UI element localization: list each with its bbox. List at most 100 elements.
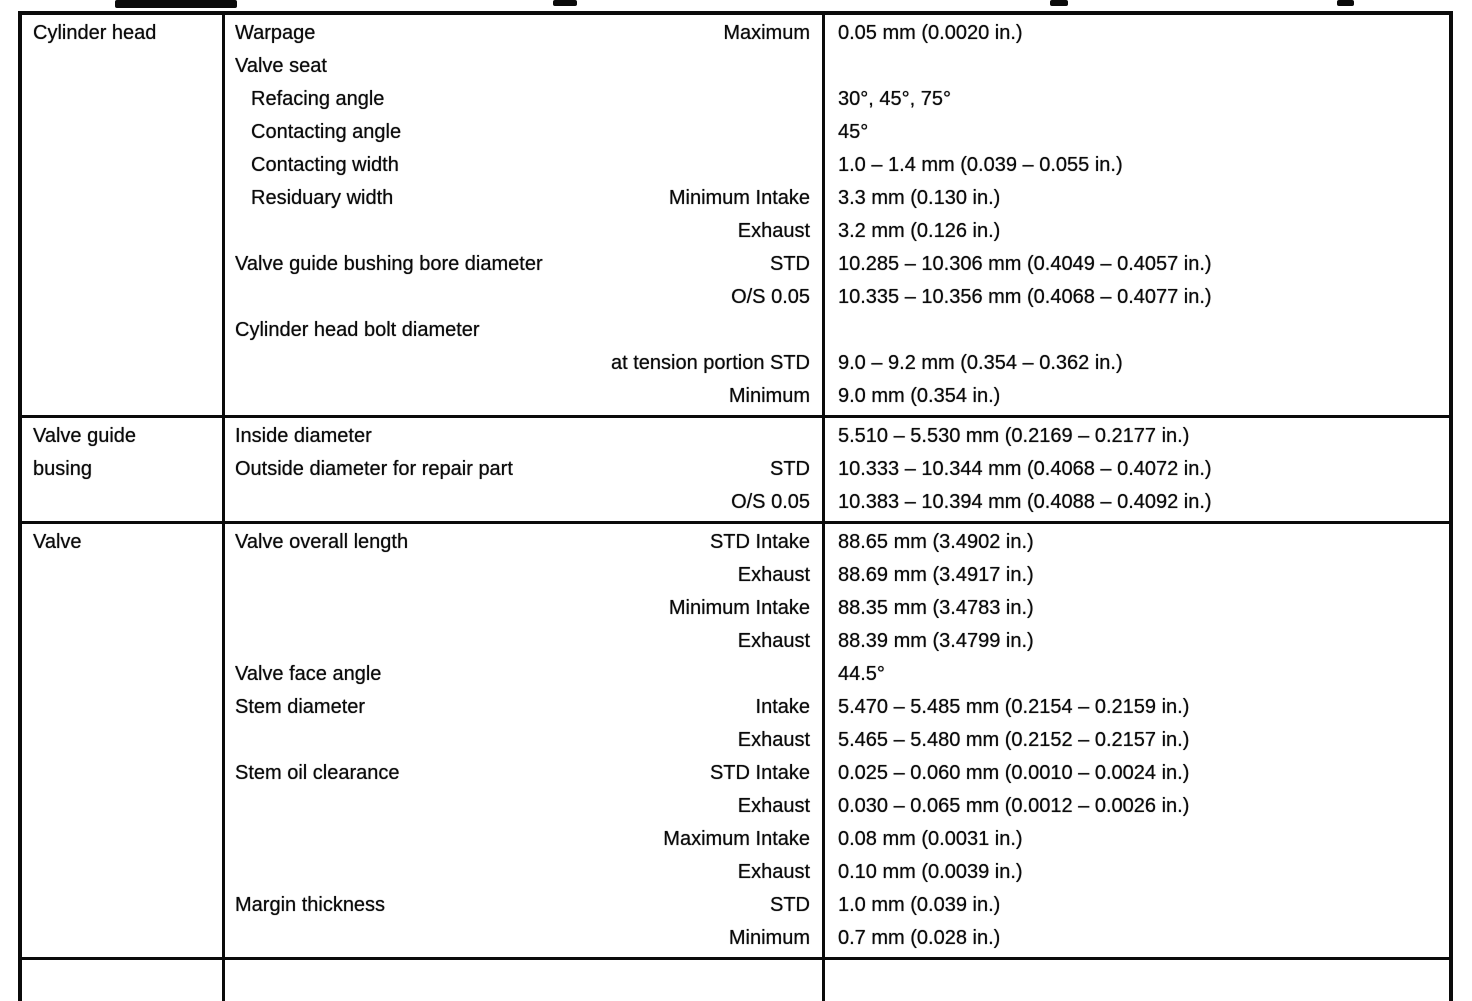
spec-value: 5.470 – 5.485 mm (0.2154 – 0.2159 in.)	[838, 696, 1190, 718]
spec-value: 10.333 – 10.344 mm (0.4068 – 0.4072 in.)	[838, 458, 1212, 480]
spec-section: Cylinder head Warpage Maximum Valve seat Ref…	[22, 15, 1449, 415]
component-label: busing	[33, 458, 92, 480]
spec-qualifier: Exhaust	[737, 630, 810, 652]
scan-artifact	[1337, 0, 1354, 6]
component-label	[33, 962, 222, 995]
item-cell: Warpage Maximum Valve seat Refacing angle Co…	[225, 15, 825, 415]
spec-value: 5.465 – 5.480 mm (0.2152 – 0.2157 in.)	[838, 729, 1190, 751]
spec-value: 0.10 mm (0.0039 in.)	[838, 861, 1023, 883]
spec-value: 9.0 mm (0.354 in.)	[838, 385, 1001, 407]
spec-value: 88.35 mm (3.4783 in.)	[838, 597, 1034, 619]
component-cell: Valve guide busing	[22, 418, 225, 521]
spec-qualifier	[786, 314, 810, 347]
component-cell: Cylinder head	[22, 15, 225, 415]
spec-row: Outside diameter for repair part STD	[235, 453, 810, 486]
spec-row: Maximum Intake	[235, 823, 810, 856]
spec-qualifier	[786, 420, 810, 453]
spec-item-label: Cylinder head bolt diameter	[235, 319, 480, 341]
spec-qualifier: Exhaust	[737, 861, 810, 883]
spec-row: Cylinder head bolt diameter	[235, 314, 810, 347]
spec-value: 44.5°	[838, 663, 885, 685]
spec-item-label: Contacting angle	[251, 121, 402, 143]
spec-qualifier: Minimum Intake	[668, 597, 810, 619]
component-label: Valve guide	[33, 425, 137, 447]
spec-item-label: Warpage	[235, 22, 316, 44]
spec-qualifier: STD Intake	[709, 762, 810, 784]
spec-item-label: Valve seat	[235, 55, 327, 77]
spec-row: Exhaust	[235, 559, 810, 592]
spec-qualifier: Intake	[755, 696, 810, 718]
spec-qualifier: Maximum Intake	[663, 828, 810, 850]
spec-qualifier: Exhaust	[737, 795, 810, 817]
spec-row: Valve face angle	[235, 658, 810, 691]
spec-section: Valve Valve overall length STD Intake Exhau…	[22, 521, 1449, 957]
spec-qualifier: Exhaust	[737, 220, 810, 242]
spec-row: Inside diameter	[235, 420, 810, 453]
value-cell: 0.05 mm (0.0020 in.) 30°, 45°, 75° 45° 1.0 …	[825, 15, 1449, 415]
spec-item-label: Outside diameter for repair part	[235, 458, 513, 480]
spec-row: Exhaust	[235, 215, 810, 248]
spec-qualifier	[786, 116, 810, 149]
spec-item-label: Residuary width	[251, 187, 394, 209]
spec-row: Minimum	[235, 922, 810, 955]
spec-item-label: Refacing angle	[251, 88, 385, 110]
spec-qualifier: Minimum Intake	[668, 187, 810, 209]
spec-qualifier: O/S 0.05	[731, 491, 810, 513]
spec-row: Stem oil clearance STD Intake	[235, 757, 810, 790]
spec-value: 3.3 mm (0.130 in.)	[838, 187, 1001, 209]
spec-value: 3.2 mm (0.126 in.)	[838, 220, 1001, 242]
spec-item-label: Valve guide bushing bore diameter	[235, 253, 543, 275]
spec-qualifier: Exhaust	[737, 729, 810, 751]
spec-row: Valve overall length STD Intake	[235, 526, 810, 559]
spec-row: Valve seat	[235, 50, 810, 83]
spec-row: Refacing angle	[235, 83, 810, 116]
item-cell: Valve overall length STD Intake Exhaust Min…	[225, 524, 825, 957]
item-cell	[225, 960, 825, 1001]
spec-row: O/S 0.05	[235, 486, 810, 519]
spec-qualifier	[786, 83, 810, 116]
spec-qualifier	[786, 50, 810, 83]
spec-row: at tension portion STD	[235, 347, 810, 380]
spec-row: Valve guide bushing bore diameter STD	[235, 248, 810, 281]
component-label: Valve	[33, 531, 82, 553]
spec-value: 0.030 – 0.065 mm (0.0012 – 0.0026 in.)	[838, 795, 1190, 817]
spec-value: 1.0 – 1.4 mm (0.039 – 0.055 in.)	[838, 154, 1123, 176]
spec-row: Minimum Intake	[235, 592, 810, 625]
spec-item-label: Stem oil clearance	[235, 762, 400, 784]
scan-artifact	[115, 0, 237, 8]
spec-qualifier	[786, 658, 810, 691]
spec-qualifier: STD	[770, 458, 810, 480]
spec-table: Cylinder head Warpage Maximum Valve seat Ref…	[18, 11, 1453, 1001]
spec-section	[22, 957, 1449, 1001]
spec-value: 10.285 – 10.306 mm (0.4049 – 0.4057 in.)	[838, 253, 1212, 275]
spec-qualifier: Minimum	[728, 385, 810, 407]
scanned-manual-page: { "page": { "kind": "Engine mechanical s…	[18, 0, 1453, 1001]
spec-value: 0.08 mm (0.0031 in.)	[838, 828, 1023, 850]
component-label: Cylinder head	[33, 22, 157, 44]
spec-section: Valve guide busing Inside diameter Outside …	[22, 415, 1449, 521]
value-cell: 88.65 mm (3.4902 in.) 88.69 mm (3.4917 in…	[825, 524, 1449, 957]
spec-item-label: Valve face angle	[235, 663, 382, 685]
spec-row: Exhaust	[235, 856, 810, 889]
component-cell	[22, 960, 225, 1001]
spec-row: Exhaust	[235, 625, 810, 658]
spec-row: Exhaust	[235, 724, 810, 757]
spec-item-label: Valve overall length	[235, 531, 409, 553]
spec-qualifier: STD	[770, 894, 810, 916]
spec-qualifier: STD	[770, 253, 810, 275]
spec-row: Margin thickness STD	[235, 889, 810, 922]
spec-row: Exhaust	[235, 790, 810, 823]
spec-value: 88.69 mm (3.4917 in.)	[838, 564, 1034, 586]
spec-row: O/S 0.05	[235, 281, 810, 314]
spec-value: 88.39 mm (3.4799 in.)	[838, 630, 1034, 652]
value-cell	[825, 960, 1449, 1001]
spec-value: 0.7 mm (0.028 in.)	[838, 927, 1001, 949]
component-cell: Valve	[22, 524, 225, 957]
spec-value: 10.383 – 10.394 mm (0.4088 – 0.4092 in.)	[838, 491, 1212, 513]
spec-row: Warpage Maximum	[235, 17, 810, 50]
spec-value: 5.510 – 5.530 mm (0.2169 – 0.2177 in.)	[838, 425, 1190, 447]
spec-value: 9.0 – 9.2 mm (0.354 – 0.362 in.)	[838, 352, 1123, 374]
spec-qualifier: O/S 0.05	[731, 286, 810, 308]
spec-item-label: Contacting width	[251, 154, 399, 176]
spec-qualifier: Maximum	[723, 22, 810, 44]
